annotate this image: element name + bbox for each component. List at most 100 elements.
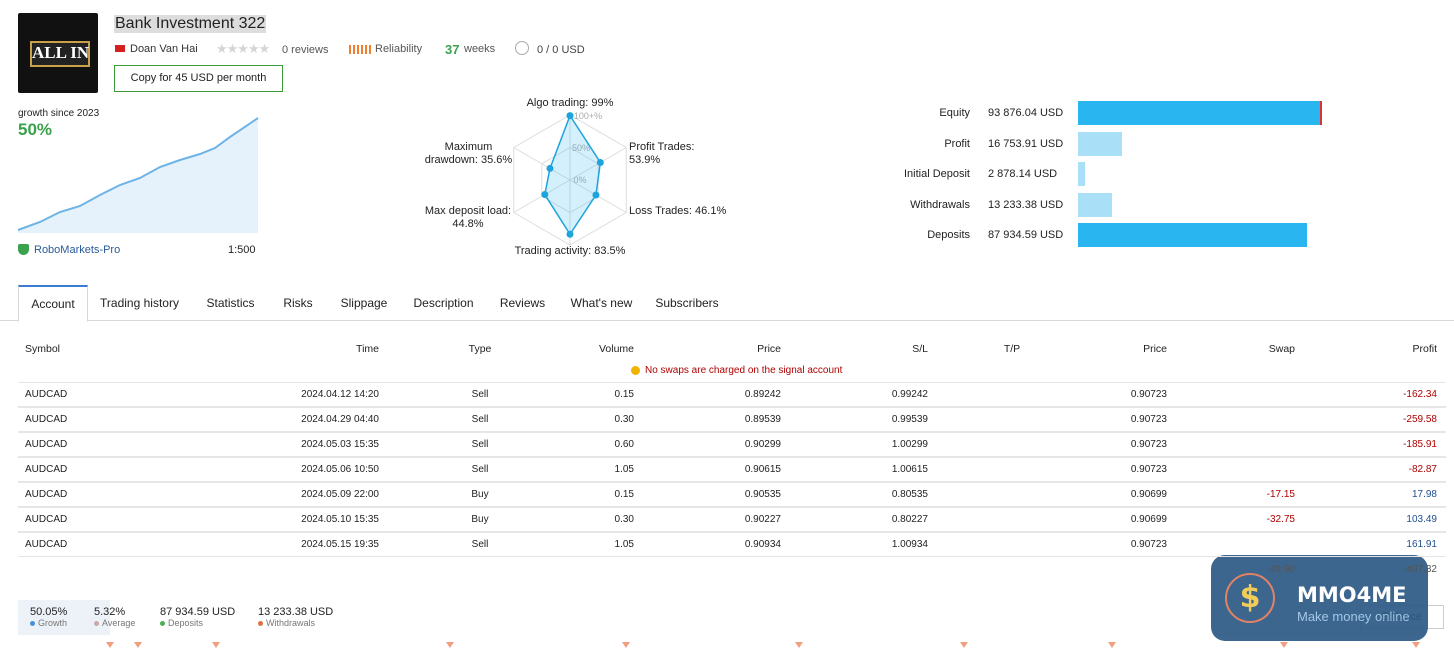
table-cell: Buy xyxy=(471,489,489,500)
table-cell: 2024.05.10 15:35 xyxy=(301,514,379,525)
reviews[interactable]: 0 reviews xyxy=(282,44,329,56)
row-line xyxy=(18,556,1446,557)
stat-label: Average xyxy=(102,618,136,628)
radar-scale-label: 100+% xyxy=(574,111,602,121)
stars: ★★★★★ xyxy=(216,41,270,56)
copy-button[interactable]: Copy for 45 USD per month xyxy=(114,65,283,92)
column-header: Volume xyxy=(598,343,634,355)
table-cell: -259.58 xyxy=(1403,414,1437,425)
table-cell: AUDCAD xyxy=(25,539,68,550)
stat-label: Deposits xyxy=(168,618,204,628)
watermark: $ MMO4ME Make money online xyxy=(1211,555,1428,641)
total-profit: -407.32 xyxy=(1403,564,1437,575)
leverage: 1:500 xyxy=(228,244,256,256)
equity-marker xyxy=(1320,101,1322,125)
table-cell: Sell xyxy=(471,389,489,400)
radar-area xyxy=(543,113,602,236)
column-header: Profit xyxy=(1412,343,1437,355)
column-header: Price xyxy=(1143,343,1167,355)
table-cell: 0.90723 xyxy=(1130,464,1167,475)
tab[interactable]: Account xyxy=(18,285,88,322)
subscribers-icon xyxy=(515,41,529,55)
table-cell: 0.99242 xyxy=(891,389,928,400)
table-cell: AUDCAD xyxy=(25,514,68,525)
table-cell: 0.30 xyxy=(614,414,634,425)
tab[interactable]: Description xyxy=(413,296,474,310)
stat-label: Withdrawals xyxy=(266,618,316,628)
table-cell: -82.87 xyxy=(1408,464,1437,475)
table-cell: 1.00615 xyxy=(891,464,928,475)
balance-bar xyxy=(1078,162,1086,186)
table-cell: 1.00934 xyxy=(891,539,928,550)
subscribers: 0 / 0 USD xyxy=(537,44,585,56)
table-cell: 0.89242 xyxy=(744,389,781,400)
table-cell: 103.49 xyxy=(1406,514,1437,525)
radar-point xyxy=(596,158,604,166)
balance-bar xyxy=(1078,131,1122,156)
watermark-slogan: Make money online xyxy=(1297,609,1410,624)
stat-label: Growth xyxy=(38,618,68,628)
row-line xyxy=(18,481,1446,482)
broker[interactable]: RoboMarkets-Pro xyxy=(34,244,121,256)
table-cell: 2024.05.09 22:00 xyxy=(301,489,379,500)
tab[interactable]: Reviews xyxy=(499,296,546,310)
logo-text: ALL IN xyxy=(30,41,90,67)
radar-label: Algo trading: 99% xyxy=(526,97,614,109)
marker xyxy=(1280,642,1288,648)
table-cell: 2024.05.06 10:50 xyxy=(301,464,379,475)
marker xyxy=(622,642,630,648)
table-cell: 0.15 xyxy=(614,389,634,400)
tab[interactable]: Subscribers xyxy=(655,296,719,310)
stat-value: 13 233.38 USD xyxy=(258,606,334,618)
marker xyxy=(134,642,142,648)
row-line xyxy=(18,432,1446,433)
row-line xyxy=(18,532,1446,533)
table-cell: -185.91 xyxy=(1403,439,1437,450)
row-line xyxy=(18,456,1446,457)
stats-highlight xyxy=(18,600,110,635)
weeks-label: weeks xyxy=(464,43,496,55)
notice: No swaps are charged on the signal accou… xyxy=(645,365,843,376)
table-cell: 161.91 xyxy=(1406,539,1437,550)
tab[interactable]: Risks xyxy=(283,296,313,310)
balance-name: Profit xyxy=(944,137,970,150)
author: Doan Van Hai xyxy=(130,43,198,55)
table-cell: Sell xyxy=(471,464,489,475)
tabs-line xyxy=(0,320,1454,321)
row-line xyxy=(18,531,1446,532)
tab[interactable]: Statistics xyxy=(206,296,255,310)
table-cell: AUDCAD xyxy=(25,389,68,400)
stat-dot xyxy=(30,621,35,626)
radar-scale-label: 50% xyxy=(572,143,590,153)
table-cell: Sell xyxy=(471,539,489,550)
radar-label: Max deposit load: 44.8% xyxy=(424,205,512,230)
table-cell: 0.90227 xyxy=(744,514,781,525)
tab[interactable]: Trading history xyxy=(100,296,179,310)
title: Bank Investment 322 xyxy=(114,15,267,33)
table-cell: 17.98 xyxy=(1411,489,1437,500)
balance-value: 13 233.38 USD xyxy=(988,198,1064,211)
row-line xyxy=(18,407,1446,408)
table-cell: 0.90723 xyxy=(1130,389,1167,400)
balance-value: 93 876.04 USD xyxy=(988,107,1064,119)
radar-axis xyxy=(513,147,571,181)
marker xyxy=(446,642,454,648)
table-cell: 0.90723 xyxy=(1130,414,1167,425)
marker xyxy=(1108,642,1116,648)
table-cell: 0.60 xyxy=(614,439,634,450)
tab[interactable]: Slippage xyxy=(340,296,388,310)
table-cell: 2024.04.12 14:20 xyxy=(301,389,379,400)
marker xyxy=(106,642,114,648)
tab[interactable]: What's new xyxy=(570,296,633,310)
table-cell: 0.30 xyxy=(614,514,634,525)
reliability: Reliability xyxy=(375,43,423,55)
radar-chart: 100+% 50% 0% xyxy=(513,111,627,246)
radar-point xyxy=(566,230,574,238)
notice-icon xyxy=(631,366,640,375)
stat-dot xyxy=(160,621,165,626)
balance-bar xyxy=(1078,192,1113,217)
radar-point xyxy=(546,164,554,172)
radar-label: Loss Trades: 46.1% xyxy=(629,205,727,217)
column-header: T/P xyxy=(1003,343,1021,355)
